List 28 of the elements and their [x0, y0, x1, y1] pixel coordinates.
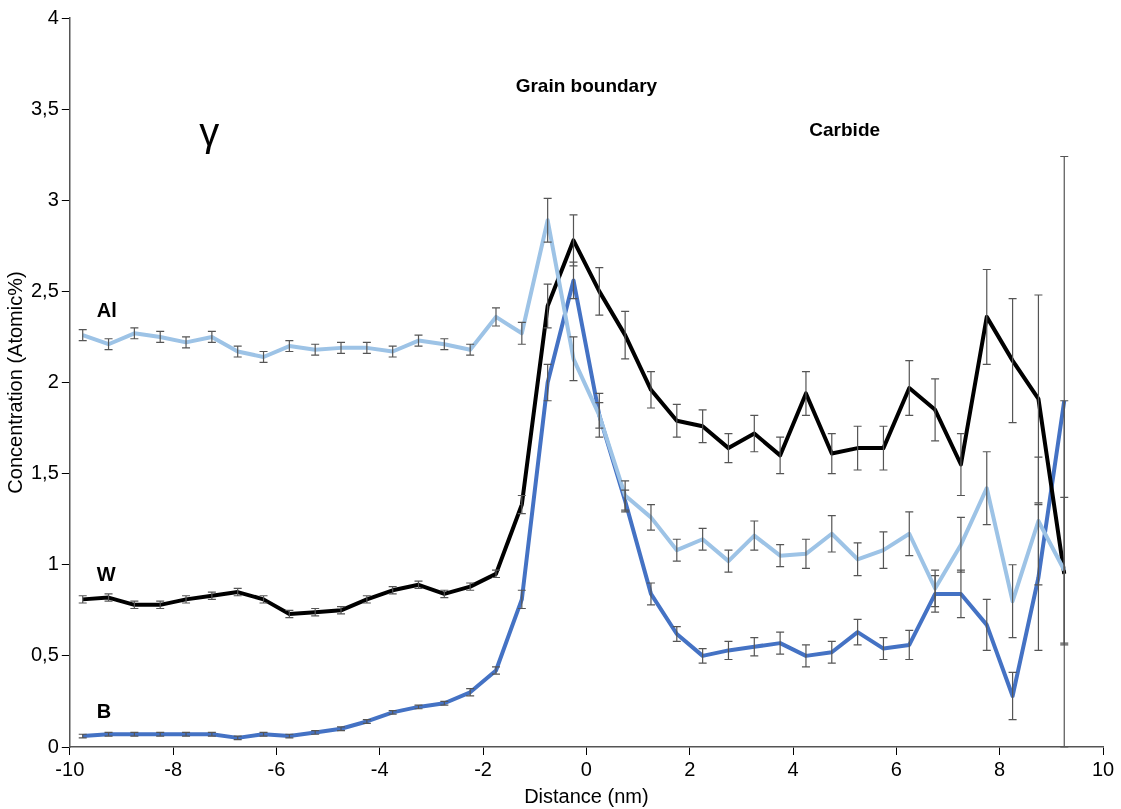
x-tick-label: 0	[580, 757, 592, 780]
x-tick-label: -4	[370, 757, 389, 780]
x-tick-label: -2	[474, 757, 492, 780]
y-tick-label: 2,5	[30, 278, 59, 301]
y-tick-label: 0	[47, 734, 59, 757]
y-axis-title: Concentration (Atomic%)	[3, 271, 26, 494]
x-axis-title: Distance (nm)	[524, 784, 649, 807]
y-tick-label: 4	[47, 5, 59, 28]
annotation: Carbide	[809, 119, 881, 141]
x-tick-label: 10	[1091, 757, 1115, 780]
y-tick-label: 1,5	[30, 461, 59, 484]
x-tick-label: -6	[267, 757, 286, 780]
x-tick-label: -8	[164, 757, 183, 780]
x-tick-label: -10	[55, 757, 85, 780]
annotation: Grain boundary	[515, 75, 658, 97]
x-tick-label: 8	[994, 757, 1006, 780]
y-tick-label: 1	[47, 552, 59, 575]
series-label: B	[96, 699, 112, 722]
y-tick-label: 0,5	[30, 643, 59, 666]
x-tick-label: 2	[684, 757, 696, 780]
y-tick-label: 2	[47, 370, 59, 393]
x-tick-label: 4	[787, 757, 799, 780]
x-tick-label: 6	[890, 757, 902, 780]
series-label: Al	[96, 298, 117, 321]
y-tick-label: 3	[47, 187, 59, 210]
series-label: W	[96, 562, 116, 585]
annotation: γ	[199, 109, 220, 154]
y-tick-label: 3,5	[30, 96, 59, 119]
